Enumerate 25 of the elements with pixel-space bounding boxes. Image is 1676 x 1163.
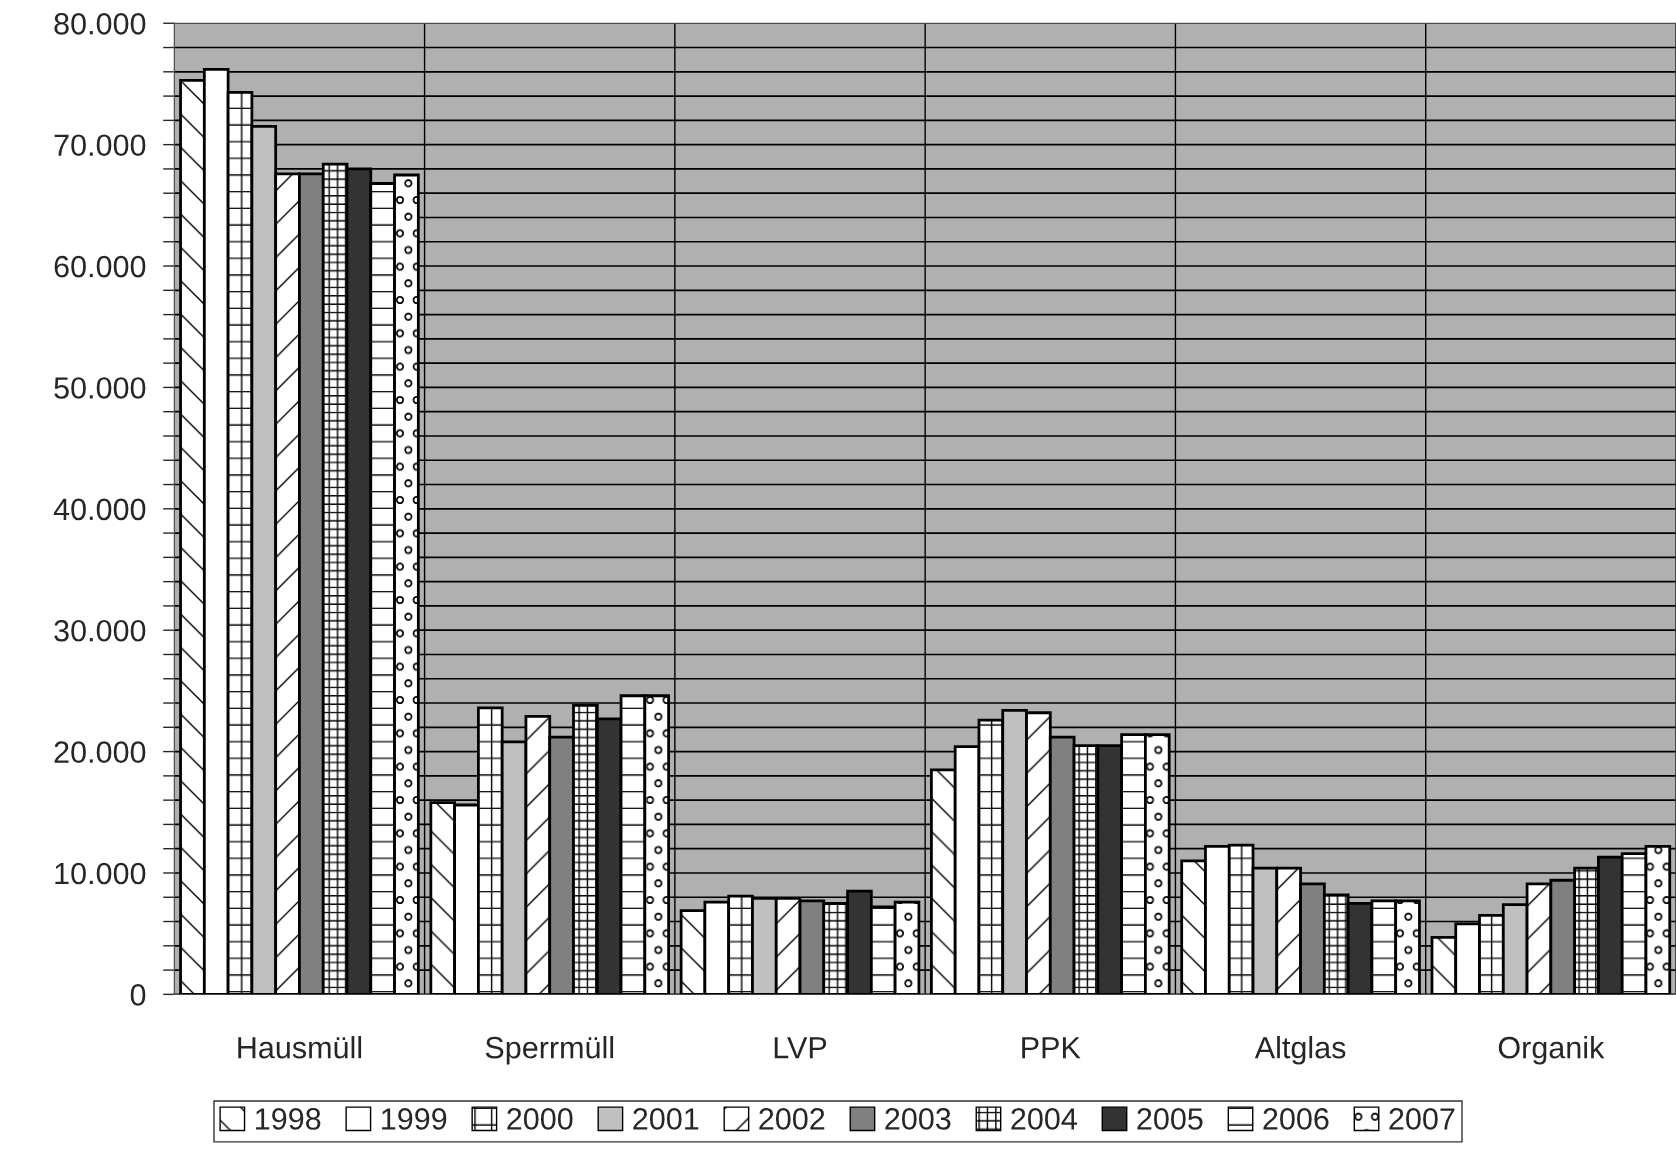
legend-label: 2001 <box>633 1108 699 1130</box>
legend-label: 2004 <box>1011 1108 1077 1130</box>
y-tick-label: 30.000 <box>54 619 146 642</box>
legend-label: 2000 <box>507 1108 573 1130</box>
x-tick-label: PPK <box>1022 1037 1081 1059</box>
legend-label: 1999 <box>382 1108 447 1130</box>
legend-label: 2007 <box>1389 1108 1455 1130</box>
y-tick-label: 10.000 <box>55 862 146 885</box>
y-tick-label: 40.000 <box>53 498 146 521</box>
x-tick-label: Altglas <box>1254 1036 1346 1065</box>
y-tick-label: 70.000 <box>54 134 146 157</box>
x-tick-label: LVP <box>774 1037 827 1059</box>
y-tick-label: 60.000 <box>54 255 146 278</box>
x-tick-label: Sperrmüll <box>485 1036 614 1065</box>
y-tick-label: 50.000 <box>54 377 146 399</box>
y-tick-label: 20.000 <box>54 741 146 763</box>
legend-label: 2005 <box>1137 1108 1203 1130</box>
x-tick-label: Organik <box>1498 1036 1605 1065</box>
legend-label: 1998 <box>256 1108 321 1130</box>
y-tick-label: 0 <box>130 984 146 1006</box>
y-tick-label: 80.000 <box>54 13 146 35</box>
legend-label: 2003 <box>885 1108 951 1130</box>
x-tick-label: Hausmüll <box>238 1036 362 1059</box>
legend-label: 2002 <box>759 1108 825 1130</box>
legend-label: 2006 <box>1263 1108 1329 1130</box>
